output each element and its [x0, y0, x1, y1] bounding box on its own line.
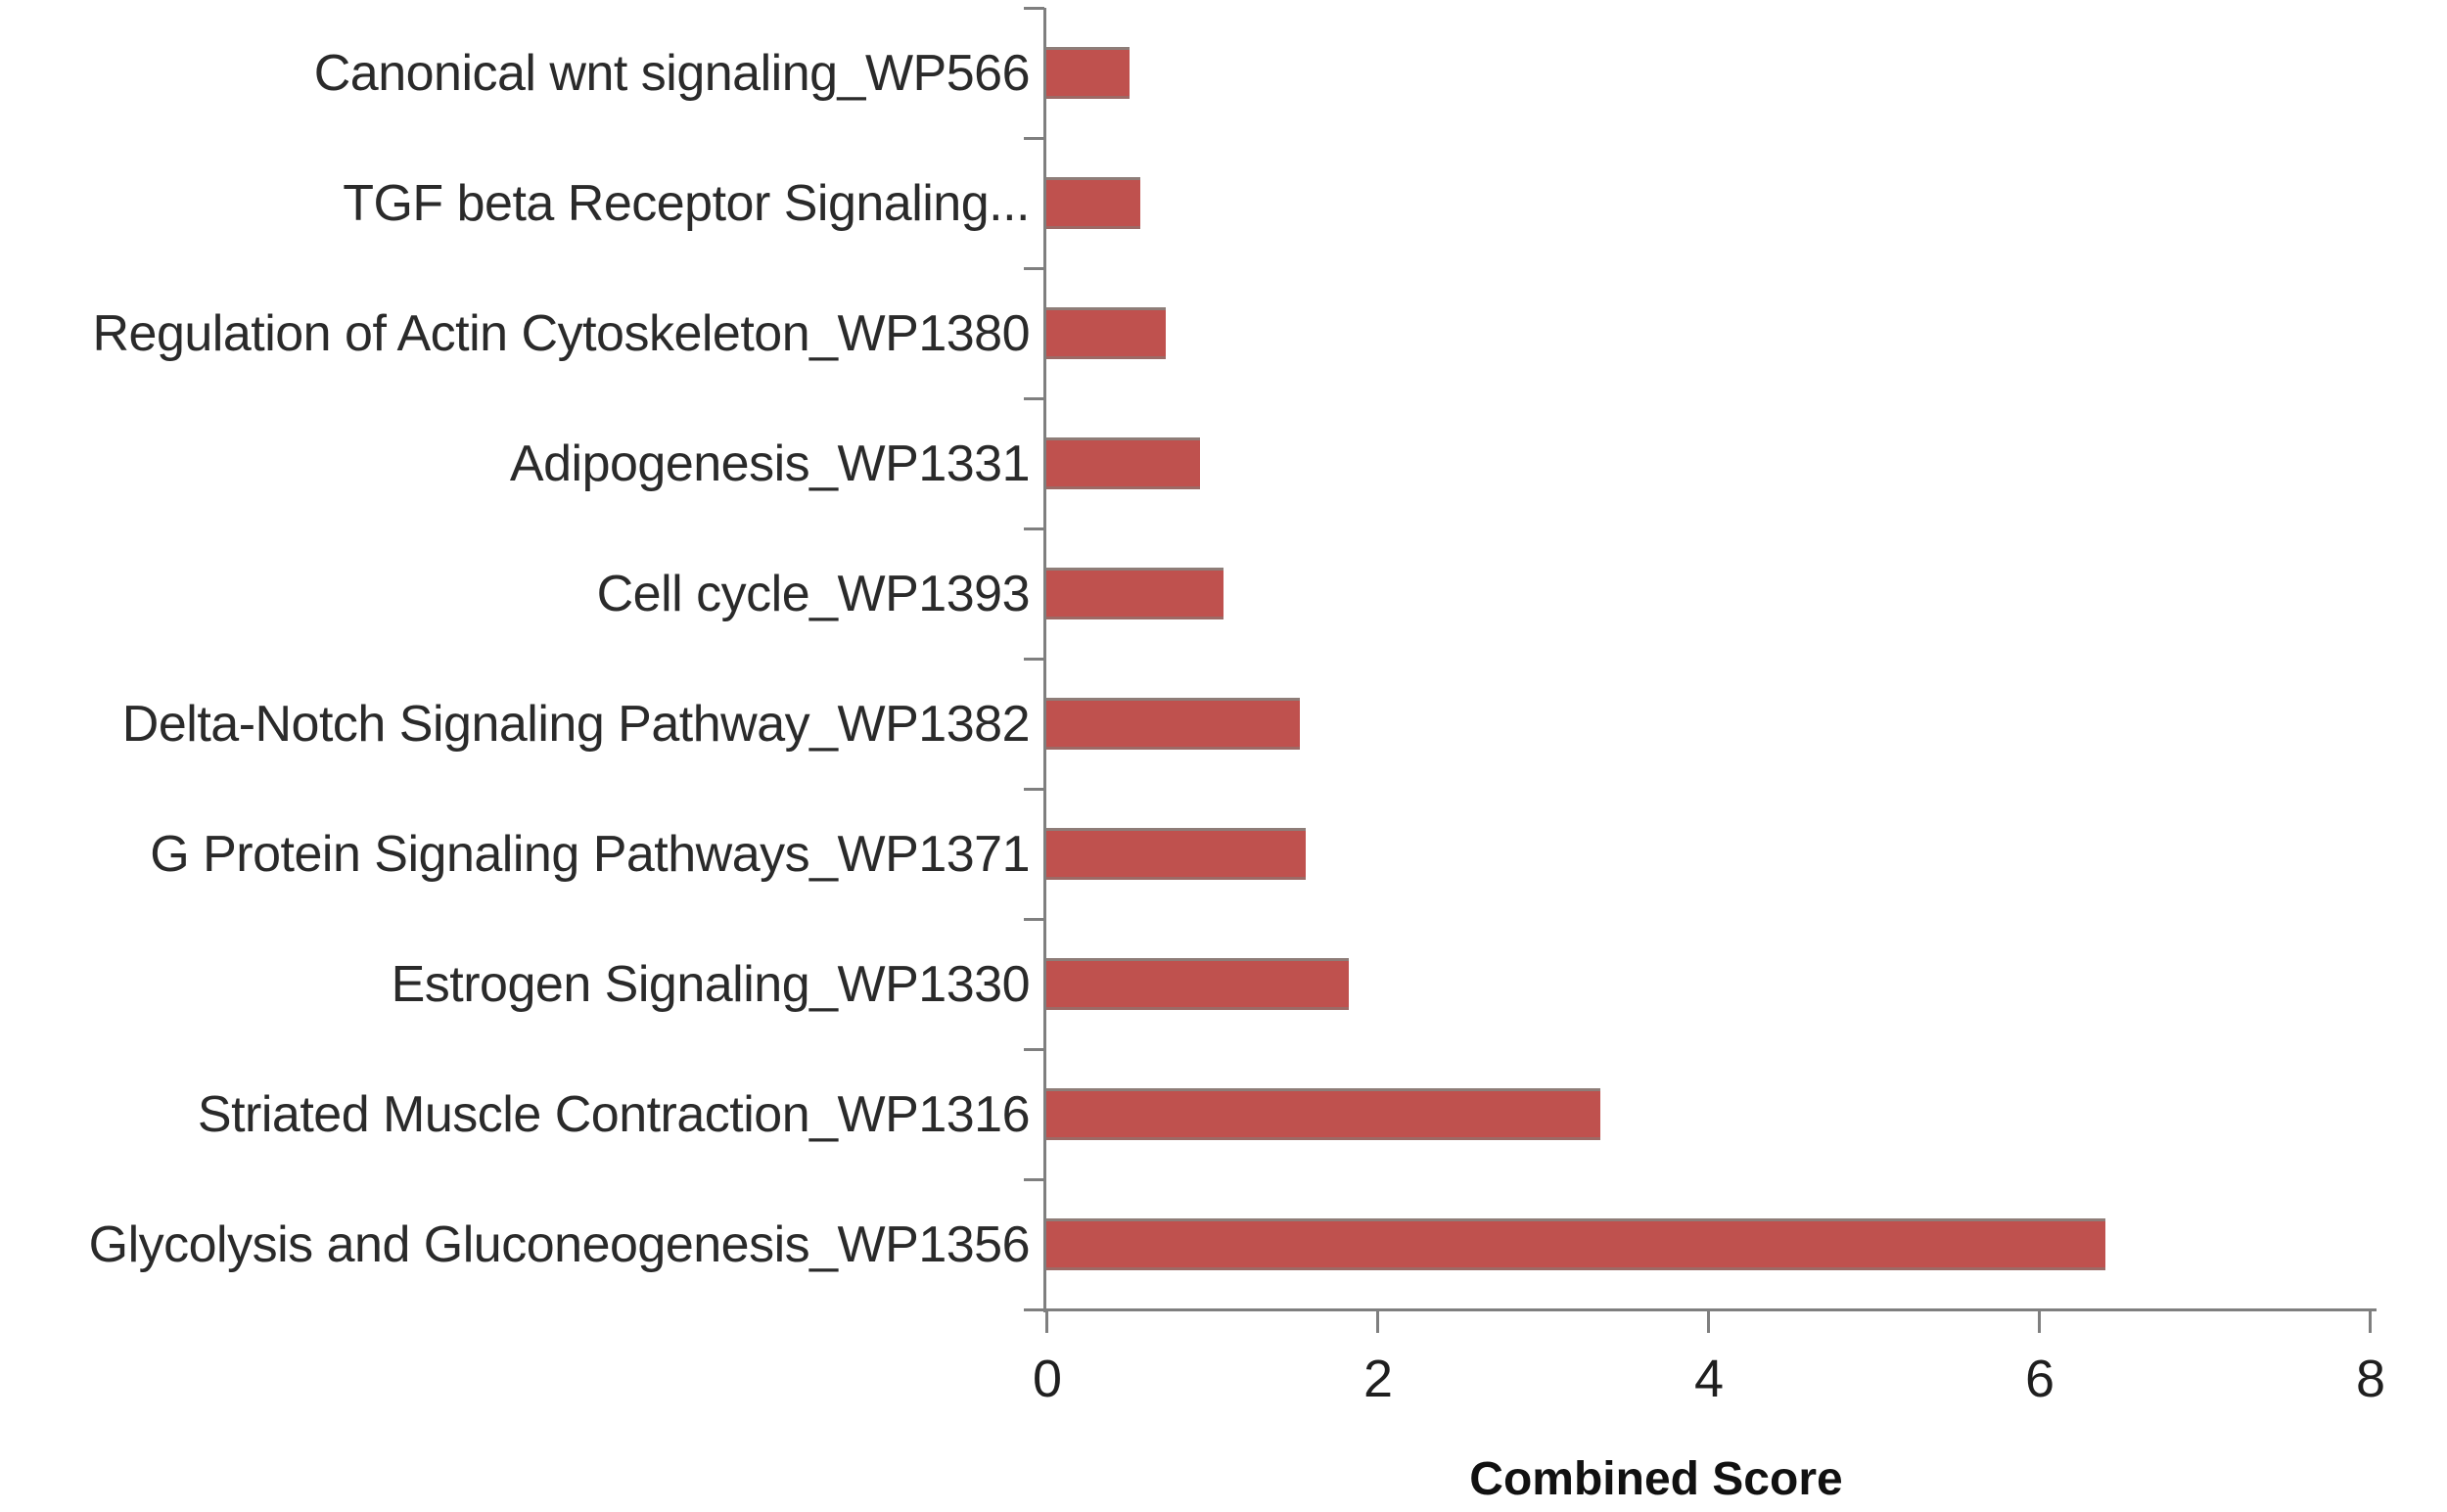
bar-row: G Protein Signaling Pathways_WP1371: [0, 789, 2447, 919]
category-tick: [1024, 1048, 1044, 1051]
category-tick: [1024, 7, 1044, 10]
category-label: Canonical wnt signaling_WP566: [313, 44, 1031, 102]
x-tick-label: 4: [1693, 1350, 1725, 1408]
category-label: Glycolysis and Gluconeogenesis_WP1356: [88, 1215, 1031, 1273]
x-tick-label: 6: [2024, 1350, 2055, 1408]
x-tick-label: 8: [2355, 1350, 2386, 1408]
bar: [1046, 1088, 1600, 1140]
category-label: G Protein Signaling Pathways_WP1371: [150, 825, 1030, 883]
bar-row: Canonical wnt signaling_WP566: [0, 8, 2447, 138]
y-axis-line: [1043, 8, 1046, 1312]
bar-row: Regulation of Actin Cytoskeleton_WP1380: [0, 268, 2447, 398]
category-label: Cell cycle_WP1393: [596, 565, 1031, 622]
bar: [1046, 698, 1300, 750]
bar-row: Estrogen Signaling_WP1330: [0, 919, 2447, 1049]
x-tick: [1045, 1311, 1048, 1333]
x-tick: [2369, 1311, 2372, 1333]
x-axis-line: [1024, 1308, 2377, 1311]
category-tick: [1024, 267, 1044, 270]
category-tick: [1024, 658, 1044, 661]
x-tick-label: 2: [1362, 1350, 1394, 1408]
x-axis-title: Combined Score: [1469, 1453, 1843, 1505]
bar: [1046, 177, 1140, 229]
bar: [1046, 437, 1200, 489]
bar: [1046, 828, 1306, 880]
category-tick: [1024, 527, 1044, 530]
bar: [1046, 958, 1349, 1010]
bar-row: Adipogenesis_WP1331: [0, 398, 2447, 528]
x-tick: [1707, 1311, 1710, 1333]
bar-row: Striated Muscle Contraction_WP1316: [0, 1049, 2447, 1179]
category-tick: [1024, 1178, 1044, 1181]
category-tick: [1024, 788, 1044, 791]
x-tick: [2038, 1311, 2041, 1333]
bar: [1046, 47, 1130, 99]
bar-row: Delta-Notch Signaling Pathway_WP1382: [0, 659, 2447, 789]
category-label: Adipogenesis_WP1331: [509, 435, 1031, 492]
bar: [1046, 307, 1166, 359]
x-tick-label: 0: [1032, 1350, 1063, 1408]
bar: [1046, 568, 1224, 619]
x-tick: [1376, 1311, 1379, 1333]
category-label: Estrogen Signaling_WP1330: [391, 955, 1031, 1013]
bar-row: Cell cycle_WP1393: [0, 528, 2447, 659]
category-label: Striated Muscle Contraction_WP1316: [197, 1085, 1031, 1143]
category-label: TGF beta Receptor Signaling...: [343, 174, 1030, 232]
bar-row: Glycolysis and Gluconeogenesis_WP1356: [0, 1179, 2447, 1309]
category-tick: [1024, 918, 1044, 921]
category-tick: [1024, 137, 1044, 140]
bar-row: TGF beta Receptor Signaling...: [0, 138, 2447, 268]
category-label: Delta-Notch Signaling Pathway_WP1382: [121, 695, 1031, 753]
category-label: Regulation of Actin Cytoskeleton_WP1380: [92, 304, 1030, 362]
bar: [1046, 1218, 2105, 1270]
category-tick: [1024, 397, 1044, 400]
